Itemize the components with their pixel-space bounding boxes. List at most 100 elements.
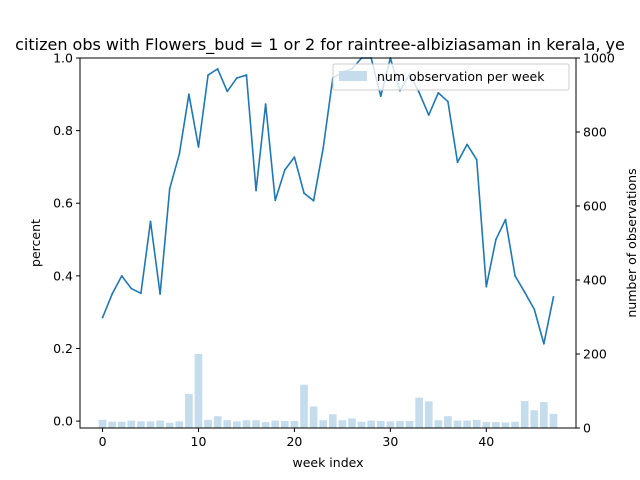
y-axis-right: 0 200 400 600 800 1000 — [576, 51, 615, 436]
data-point — [514, 274, 516, 277]
bar — [156, 420, 164, 428]
legend-swatch — [339, 71, 367, 81]
data-point — [235, 77, 238, 79]
y2-tick-label: 0 — [583, 421, 591, 436]
bar — [396, 420, 404, 428]
x-tick-label: 10 — [191, 434, 207, 449]
data-point — [456, 161, 459, 164]
data-point — [303, 192, 305, 194]
bar — [242, 420, 251, 428]
data-point — [466, 143, 469, 146]
data-point — [427, 114, 430, 116]
x-axis-label: week index — [292, 455, 363, 470]
data-point — [523, 291, 526, 294]
bar — [309, 406, 318, 428]
data-point — [140, 292, 142, 295]
bar — [233, 421, 241, 428]
data-point — [255, 189, 257, 192]
bar — [482, 422, 491, 428]
data-point — [552, 296, 555, 298]
data-point — [475, 158, 478, 161]
data-point — [418, 91, 421, 94]
bar — [338, 420, 347, 428]
bar — [280, 420, 289, 428]
bar — [185, 393, 193, 428]
bar — [165, 422, 174, 428]
bar — [511, 421, 519, 428]
data-point — [120, 274, 123, 277]
y-tick-label: 0.2 — [53, 341, 73, 356]
bar — [434, 420, 443, 428]
bar — [271, 420, 280, 428]
bar — [252, 420, 260, 428]
bar — [194, 354, 203, 428]
bar — [386, 421, 395, 428]
bar — [223, 420, 232, 428]
y2-axis-label: number of observations — [624, 168, 639, 317]
bar — [213, 416, 222, 428]
x-tick-label: 40 — [478, 434, 494, 449]
data-point — [197, 146, 200, 148]
bar — [376, 420, 385, 428]
data-point — [111, 293, 114, 295]
bar — [328, 414, 337, 428]
data-point — [187, 93, 190, 96]
x-axis: 0 10 20 30 40 — [99, 428, 494, 449]
bar — [463, 420, 471, 428]
bar — [424, 401, 433, 428]
data-point — [159, 293, 162, 295]
data-point — [216, 67, 219, 70]
data-point — [245, 74, 248, 76]
bar — [415, 397, 423, 428]
bar — [108, 421, 116, 428]
data-point — [485, 285, 488, 288]
bar — [405, 420, 414, 428]
bar — [540, 402, 548, 428]
data-point — [504, 218, 507, 221]
data-point — [101, 316, 104, 319]
bar — [261, 422, 270, 428]
chart-title: citizen obs with Flowers_bud = 1 or 2 fo… — [15, 35, 625, 55]
legend-label: num observation per week — [377, 69, 545, 84]
data-point — [379, 95, 382, 98]
bar — [348, 418, 356, 428]
percent-line — [101, 57, 555, 345]
bar — [357, 421, 366, 428]
data-point — [533, 308, 536, 311]
x-tick-label: 0 — [99, 434, 107, 449]
y-tick-label: 0.8 — [53, 123, 73, 138]
bar — [501, 422, 510, 428]
bar-series — [98, 354, 558, 428]
bar — [204, 419, 212, 428]
y2-tick-label: 200 — [583, 347, 607, 362]
y-tick-label: 1.0 — [53, 51, 73, 66]
bar — [175, 421, 184, 428]
bar — [319, 420, 328, 428]
y-axis-label: percent — [28, 219, 43, 267]
bar — [300, 384, 308, 428]
data-point — [542, 342, 545, 345]
data-point — [130, 287, 133, 290]
bar — [520, 400, 529, 428]
data-point — [322, 147, 325, 149]
data-point — [312, 199, 315, 202]
y2-tick-label: 800 — [583, 125, 607, 140]
y2-tick-label: 600 — [583, 199, 607, 214]
y-tick-label: 0.6 — [53, 196, 73, 211]
bar — [367, 420, 376, 428]
data-point — [494, 238, 497, 241]
bar — [137, 421, 145, 428]
data-point — [207, 74, 209, 76]
bar — [117, 421, 126, 428]
y2-tick-label: 400 — [583, 273, 607, 288]
bar — [472, 419, 481, 428]
data-point — [437, 91, 440, 94]
plot-frame — [79, 57, 577, 429]
y-tick-label: 0.4 — [53, 268, 73, 283]
data-point — [149, 220, 152, 223]
x-tick-label: 30 — [382, 434, 398, 449]
bar — [492, 422, 500, 428]
data-point — [226, 90, 229, 93]
data-point — [274, 199, 277, 202]
